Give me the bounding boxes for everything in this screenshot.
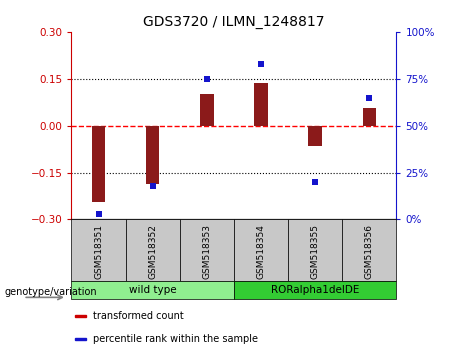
Point — [95, 211, 102, 217]
Title: GDS3720 / ILMN_1248817: GDS3720 / ILMN_1248817 — [143, 16, 325, 29]
Text: genotype/variation: genotype/variation — [5, 287, 97, 297]
Point — [312, 179, 319, 185]
Bar — [254, 84, 268, 126]
Bar — [363, 108, 376, 126]
Point — [149, 183, 156, 189]
Text: GSM518352: GSM518352 — [148, 224, 157, 279]
Bar — [75, 338, 86, 340]
Bar — [71, 281, 234, 299]
Bar — [234, 281, 396, 299]
Text: RORalpha1delDE: RORalpha1delDE — [271, 285, 360, 295]
Bar — [342, 219, 396, 281]
Text: GSM518355: GSM518355 — [311, 224, 320, 279]
Text: wild type: wild type — [129, 285, 177, 295]
Bar — [288, 219, 342, 281]
Point — [203, 76, 211, 82]
Text: GSM518354: GSM518354 — [256, 224, 266, 279]
Bar — [200, 95, 213, 126]
Bar — [180, 219, 234, 281]
Text: GSM518351: GSM518351 — [94, 224, 103, 279]
Bar — [146, 126, 160, 183]
Point — [366, 95, 373, 101]
Point — [257, 61, 265, 67]
Bar — [71, 219, 125, 281]
Text: transformed count: transformed count — [93, 311, 183, 321]
Bar — [92, 126, 105, 202]
Bar — [234, 219, 288, 281]
Text: GSM518353: GSM518353 — [202, 224, 212, 279]
Bar — [125, 219, 180, 281]
Text: percentile rank within the sample: percentile rank within the sample — [93, 334, 258, 344]
Text: GSM518356: GSM518356 — [365, 224, 374, 279]
Bar — [308, 126, 322, 146]
Bar — [75, 315, 86, 317]
